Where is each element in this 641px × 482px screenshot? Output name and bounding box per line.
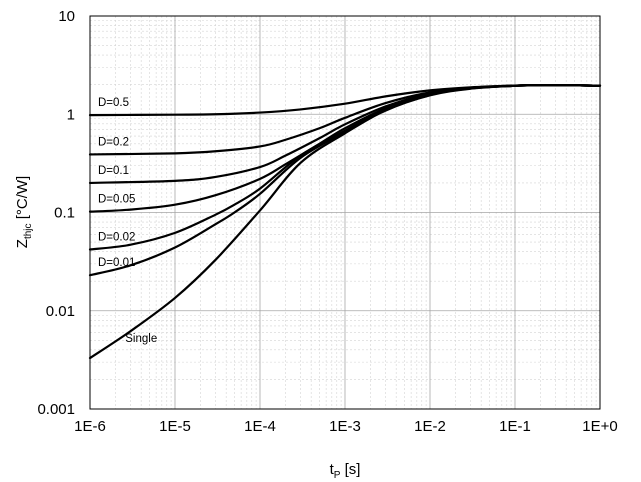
x-tick-label: 1E-4 xyxy=(244,418,276,435)
x-axis-title-sub: P xyxy=(334,470,341,481)
series-lines xyxy=(88,83,602,360)
y-axis-tick-labels: 0.001 0.01 0.1 1 10 xyxy=(37,8,75,418)
x-tick-label: 1E-5 xyxy=(159,418,191,435)
y-tick-label: 0.1 xyxy=(54,205,75,222)
series-label: D=0.01 xyxy=(98,257,135,269)
series-line xyxy=(88,83,602,360)
y-tick-label: 10 xyxy=(58,8,75,25)
x-tick-label: 1E-1 xyxy=(499,418,531,435)
y-axis-title-unit: [°C/W] xyxy=(14,176,31,224)
series-label: D=0.02 xyxy=(98,232,135,244)
y-axis-title: Zthjc [°C/W] xyxy=(14,176,34,248)
x-axis-title-unit: [s] xyxy=(340,461,360,478)
series-label: Single xyxy=(125,333,157,345)
y-axis-title-sub: thjc xyxy=(23,223,34,239)
y-axis-title-main: Z xyxy=(14,239,31,248)
x-tick-label: 1E+0 xyxy=(582,418,617,435)
y-tick-label: 0.001 xyxy=(37,401,75,418)
y-tick-label: 1 xyxy=(67,106,75,123)
series-label: D=0.5 xyxy=(98,97,129,109)
series-label: D=0.05 xyxy=(98,194,135,206)
series-labels: D=0.5 D=0.2 D=0.1 D=0.05 D=0.02 D=0.01 Single xyxy=(98,97,157,345)
series-label: D=0.1 xyxy=(98,165,129,177)
series-label: D=0.2 xyxy=(98,136,129,148)
x-axis-title: tP [s] xyxy=(330,461,361,481)
x-axis-title-main: t xyxy=(330,461,335,478)
x-tick-label: 1E-2 xyxy=(414,418,446,435)
x-tick-label: 1E-6 xyxy=(74,418,106,435)
y-tick-label: 0.01 xyxy=(46,303,75,320)
x-tick-label: 1E-3 xyxy=(329,418,361,435)
x-axis-tick-labels: 1E-6 1E-5 1E-4 1E-3 1E-2 1E-1 1E+0 xyxy=(74,418,618,435)
